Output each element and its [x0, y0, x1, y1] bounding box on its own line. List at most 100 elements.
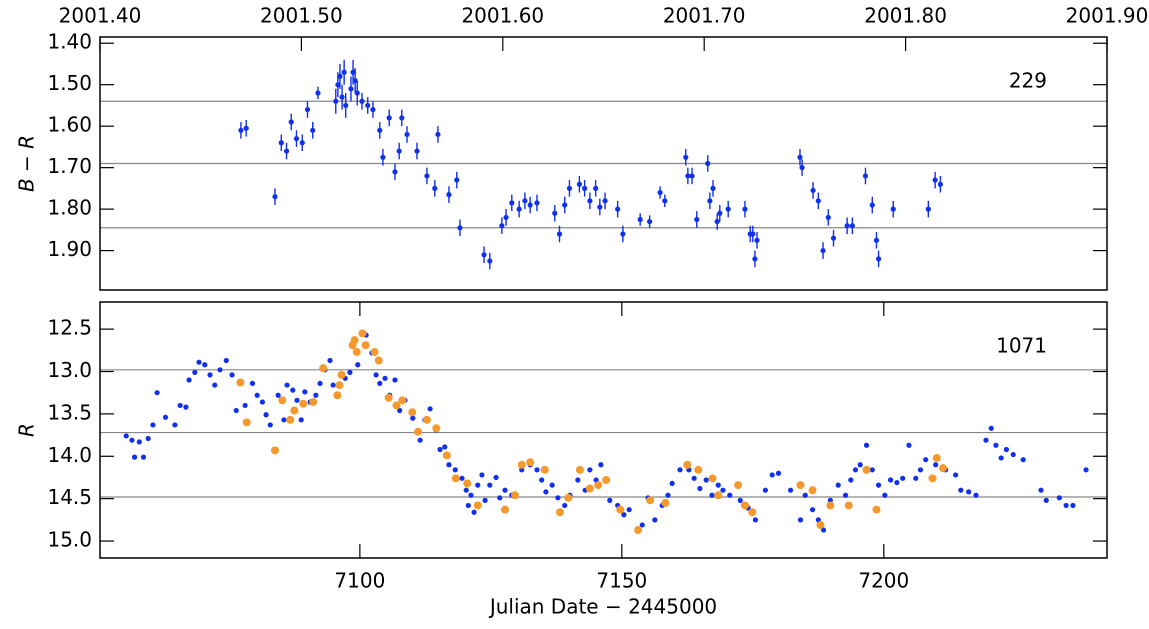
data-point — [522, 198, 528, 204]
data-point — [862, 465, 871, 474]
data-point — [442, 451, 451, 460]
data-point — [842, 492, 849, 498]
data-point — [585, 484, 594, 493]
data-point — [299, 399, 308, 408]
data-point — [177, 402, 183, 409]
data-point — [988, 425, 994, 431]
data-point — [319, 364, 328, 373]
data-point — [657, 189, 663, 196]
data-point — [475, 482, 481, 488]
data-point — [315, 90, 321, 96]
data-point — [694, 465, 703, 474]
data-point — [857, 462, 863, 468]
data-point — [399, 115, 405, 121]
data-point — [587, 198, 593, 204]
data-point — [602, 476, 611, 485]
x2-tick-label: 2001.90 — [1066, 4, 1149, 28]
data-point — [202, 362, 208, 368]
data-point — [242, 402, 248, 409]
data-point — [497, 495, 503, 501]
data-point — [192, 369, 198, 375]
data-point — [816, 520, 825, 529]
data-point — [534, 200, 540, 206]
data-point — [422, 415, 431, 424]
data-point — [281, 417, 287, 423]
data-point — [335, 82, 341, 88]
data-point — [720, 487, 726, 493]
data-point — [352, 348, 361, 357]
data-point — [337, 73, 343, 80]
data-point — [270, 446, 279, 455]
data-point — [820, 247, 826, 254]
data-point — [762, 487, 768, 493]
data-point — [848, 477, 854, 483]
data-point — [652, 517, 658, 523]
y-tick-label: 14.0 — [47, 443, 92, 467]
data-point — [863, 442, 870, 448]
data-point — [669, 480, 675, 487]
data-point — [352, 77, 358, 84]
data-point — [689, 173, 695, 179]
data-point — [900, 475, 906, 481]
data-point — [217, 367, 223, 373]
data-point — [621, 512, 627, 518]
data-point — [797, 154, 803, 160]
data-point — [317, 380, 323, 386]
data-point — [310, 127, 316, 133]
data-point — [998, 455, 1004, 461]
data-point — [335, 381, 344, 390]
data-point — [392, 377, 398, 383]
panel-annotation: 229 — [1009, 69, 1047, 93]
y-tick-label: 13.5 — [47, 400, 92, 424]
data-point — [432, 185, 438, 191]
data-point — [365, 102, 371, 109]
data-point — [933, 462, 939, 468]
data-point — [298, 417, 304, 423]
data-point — [534, 467, 540, 473]
x-tick-label: 7150 — [596, 569, 647, 593]
data-point — [616, 505, 625, 514]
data-point — [852, 467, 859, 473]
data-point — [503, 214, 509, 221]
y-tick-label: 15.0 — [47, 528, 92, 552]
data-point — [527, 202, 533, 208]
data-point — [646, 496, 655, 505]
data-point — [442, 444, 448, 450]
data-point — [242, 418, 251, 427]
data-point — [183, 404, 189, 410]
data-point — [714, 218, 720, 225]
data-point — [396, 148, 402, 154]
data-point — [517, 460, 526, 469]
data-point — [309, 398, 318, 407]
data-point — [293, 136, 300, 142]
data-point — [463, 479, 472, 488]
data-point — [983, 437, 989, 443]
data-point — [815, 198, 821, 204]
data-point — [937, 181, 943, 187]
data-point — [966, 489, 972, 495]
data-point — [437, 446, 443, 453]
data-point — [457, 225, 463, 231]
data-point — [576, 181, 582, 187]
data-point — [249, 380, 256, 386]
y-tick-label: 1.50 — [47, 71, 92, 95]
data-point — [123, 433, 129, 439]
data-point — [717, 210, 723, 216]
data-point — [754, 237, 760, 243]
data-point — [278, 396, 287, 405]
x-tick-label: 7200 — [858, 569, 909, 593]
data-point — [392, 169, 398, 175]
x2-tick-label: 2001.40 — [59, 4, 142, 28]
data-point — [471, 509, 477, 515]
data-point — [509, 200, 515, 206]
data-point — [685, 173, 691, 179]
data-point — [526, 458, 535, 467]
data-point — [952, 472, 959, 478]
data-point — [236, 378, 245, 387]
data-point — [223, 357, 229, 364]
data-point — [752, 256, 758, 262]
data-point — [587, 467, 593, 473]
data-point — [869, 202, 875, 208]
